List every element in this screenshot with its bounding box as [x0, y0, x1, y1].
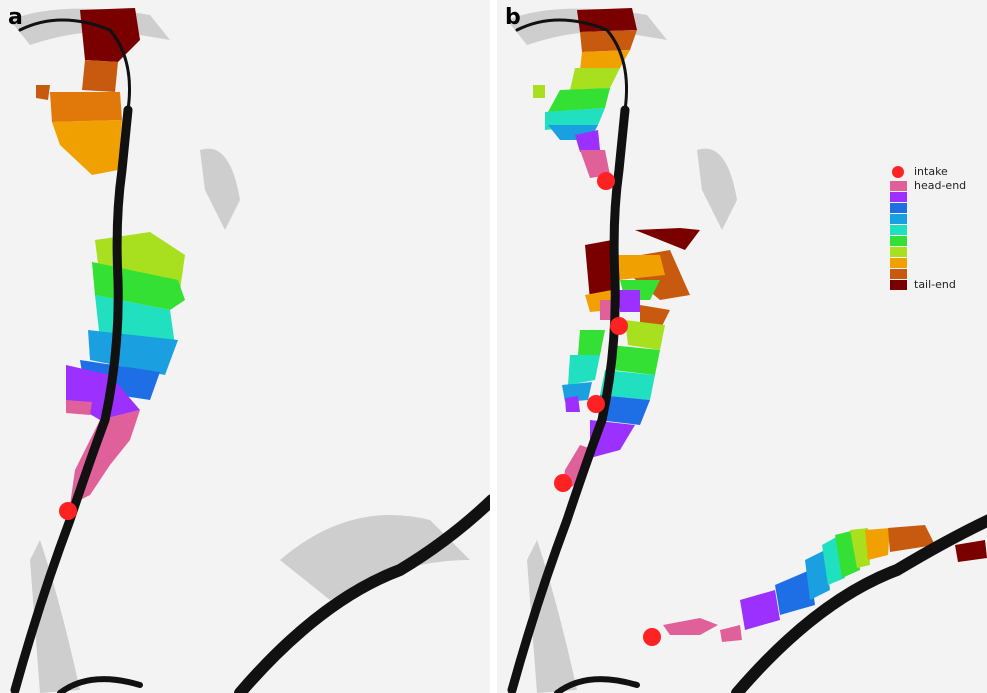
zone	[775, 570, 815, 615]
river	[731, 514, 987, 693]
river	[515, 18, 629, 112]
zone	[625, 320, 665, 350]
panel-label: a	[8, 5, 23, 30]
zone	[545, 108, 605, 130]
river	[10, 105, 133, 693]
river	[234, 494, 490, 693]
zone	[52, 120, 122, 175]
river	[57, 676, 143, 693]
zone	[955, 540, 987, 562]
zone	[610, 345, 660, 375]
zone	[580, 50, 630, 70]
zone	[740, 590, 780, 630]
zone	[570, 68, 620, 90]
panel-b: b intake head-end tail-end	[497, 0, 987, 693]
zone	[565, 396, 580, 412]
intake-point	[587, 395, 605, 413]
legend-label: intake	[914, 165, 948, 178]
zone	[533, 85, 545, 98]
zone	[36, 85, 50, 100]
legend-swatch	[890, 269, 907, 279]
legend-swatch	[890, 203, 907, 213]
zone	[585, 240, 612, 300]
river	[554, 676, 640, 693]
zone	[720, 625, 742, 642]
legend-swatch	[890, 236, 907, 246]
zone	[865, 528, 890, 560]
zone	[578, 330, 605, 355]
legend-swatch	[890, 247, 907, 257]
panel-a: a	[0, 0, 490, 693]
zone	[615, 255, 665, 280]
legend-swatch	[890, 181, 907, 191]
zone	[663, 618, 718, 635]
zone	[80, 8, 140, 62]
legend: intake head-end tail-end	[890, 165, 966, 291]
intake-point	[610, 317, 628, 335]
zone	[82, 60, 118, 92]
legend-swatch	[890, 280, 907, 290]
zone	[598, 395, 650, 425]
zone	[575, 130, 600, 152]
zone	[580, 150, 610, 178]
intake-point	[597, 172, 615, 190]
legend-symbol	[892, 166, 904, 178]
legend-swatch	[890, 192, 907, 202]
zone	[66, 400, 92, 415]
zone	[618, 290, 640, 312]
intake-point	[59, 502, 77, 520]
zone	[548, 88, 610, 112]
zone	[635, 228, 700, 250]
intake-point	[554, 474, 572, 492]
river	[507, 105, 630, 693]
river	[18, 18, 132, 112]
zone	[888, 525, 935, 552]
intake-point	[643, 628, 661, 646]
zone	[850, 528, 870, 568]
zone	[568, 355, 600, 385]
legend-swatch	[890, 258, 907, 268]
intake-points	[554, 172, 661, 646]
panel-label: b	[505, 5, 521, 30]
zone	[805, 550, 830, 600]
legend-swatch	[890, 214, 907, 224]
zone	[580, 30, 637, 52]
legend-swatch	[890, 225, 907, 235]
legend-label: head-end	[914, 179, 966, 192]
zone	[50, 92, 122, 122]
legend-label: tail-end	[914, 278, 956, 291]
zone	[562, 382, 592, 402]
